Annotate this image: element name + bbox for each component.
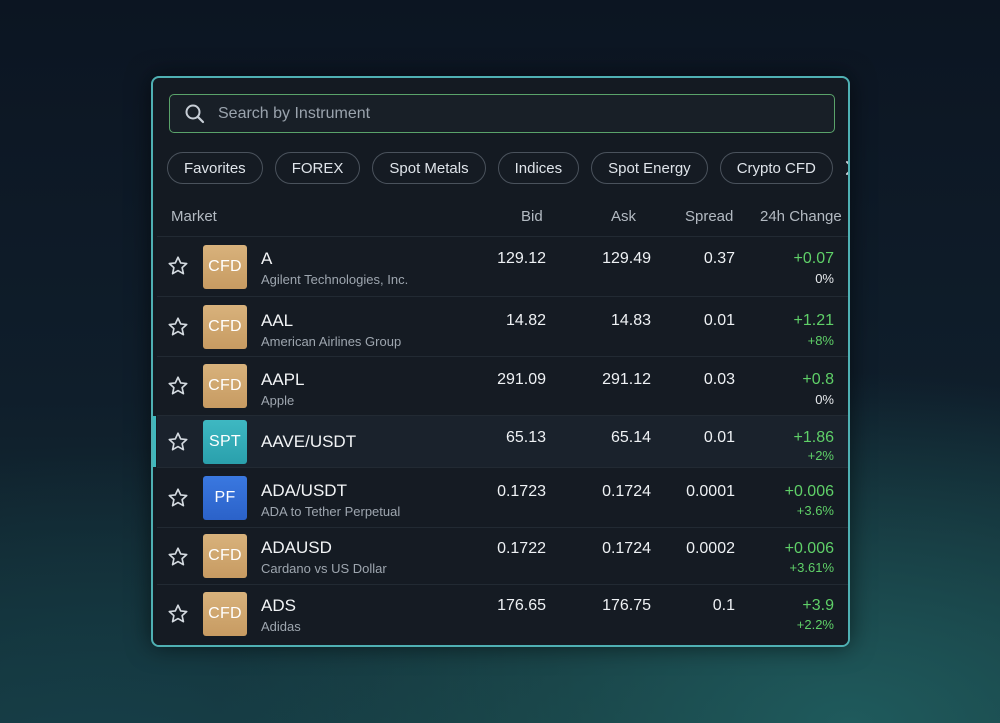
bid-price: 14.82: [505, 312, 546, 329]
search-icon: [184, 103, 206, 125]
tab-crypto-cfd[interactable]: Crypto CFD: [719, 152, 833, 184]
bid-price: 129.12: [497, 250, 546, 267]
instrument-name: Adidas: [261, 619, 301, 634]
instrument-symbol: ADA/USDT: [261, 481, 347, 500]
star-outline-icon[interactable]: [167, 603, 189, 625]
instrument-type-badge: CFD: [203, 592, 247, 636]
chevron-right-icon[interactable]: [845, 158, 848, 178]
ask-price: 176.75: [602, 597, 651, 614]
spread-value: 0.01: [703, 429, 735, 446]
category-tabs: Favorites FOREX Spot Metals Indices Spot…: [167, 152, 848, 184]
change-value: +0.07: [793, 250, 834, 267]
tab-spot-metals[interactable]: Spot Metals: [372, 152, 486, 184]
ask-price: 291.12: [602, 371, 651, 388]
table-row[interactable]: CFD AAL American Airlines Group 14.82 14…: [157, 296, 848, 356]
column-24h-change: 24h Change: [760, 208, 842, 225]
table-row[interactable]: CFD ADAUSD Cardano vs US Dollar 0.1722 0…: [157, 527, 848, 584]
spread-value: 0.0001: [686, 483, 735, 500]
star-outline-icon[interactable]: [167, 255, 189, 277]
spread-value: 0.1: [712, 597, 735, 614]
change-percent: +3.6%: [796, 503, 834, 518]
instrument-symbol: ADAUSD: [261, 538, 332, 557]
instrument-symbol: ADS: [261, 596, 296, 615]
instrument-type-badge: CFD: [203, 364, 247, 408]
table-row[interactable]: CFD AAPL Apple 291.09 291.12 0.03 +0.8 0…: [157, 356, 848, 415]
ask-price: 0.1724: [602, 483, 651, 500]
instrument-symbol: AAPL: [261, 370, 305, 389]
instrument-name: ADA to Tether Perpetual: [261, 504, 401, 519]
spread-value: 0.37: [703, 250, 735, 267]
change-value: +3.9: [802, 597, 834, 614]
star-outline-icon[interactable]: [167, 546, 189, 568]
column-ask: Ask: [611, 208, 637, 225]
change-percent: +2.2%: [796, 617, 834, 632]
instrument-name: Cardano vs US Dollar: [261, 561, 387, 576]
star-outline-icon[interactable]: [167, 431, 189, 453]
change-value: +1.86: [793, 429, 834, 446]
bid-price: 65.13: [505, 429, 546, 446]
instrument-type-badge: CFD: [203, 534, 247, 578]
bid-price: 291.09: [497, 371, 546, 388]
search-input[interactable]: [218, 104, 798, 123]
column-spread: Spread: [685, 208, 734, 225]
tab-indices[interactable]: Indices: [497, 152, 580, 184]
ask-price: 65.14: [610, 429, 651, 446]
change-percent: +2%: [807, 448, 834, 463]
tab-spot-energy[interactable]: Spot Energy: [591, 152, 708, 184]
change-value: +1.21: [793, 312, 834, 329]
ask-price: 14.83: [610, 312, 651, 329]
column-market: Market: [171, 208, 217, 225]
change-percent: +8%: [807, 333, 834, 348]
bid-price: 0.1723: [497, 483, 546, 500]
column-bid: Bid: [521, 208, 543, 225]
instrument-type-badge: SPT: [203, 420, 247, 464]
change-percent: 0%: [815, 392, 834, 407]
change-percent: 0%: [815, 271, 834, 286]
instrument-type-badge: CFD: [203, 305, 247, 349]
instrument-name: Agilent Technologies, Inc.: [261, 272, 409, 287]
instrument-symbol: AAL: [261, 311, 294, 330]
table-header: Market Bid Ask Spread 24h Change: [153, 202, 848, 232]
spread-value: 0.01: [703, 312, 735, 329]
instrument-type-badge: CFD: [203, 245, 247, 289]
change-value: +0.8: [802, 371, 834, 388]
star-outline-icon[interactable]: [167, 316, 189, 338]
table-row[interactable]: CFD ADS Adidas 176.65 176.75 0.1 +3.9 +2…: [157, 584, 848, 645]
change-percent: +3.61%: [789, 560, 834, 575]
ask-price: 129.49: [602, 250, 651, 267]
change-value: +0.006: [784, 540, 834, 557]
instrument-name: Apple: [261, 393, 295, 408]
table-row[interactable]: CFD A Agilent Technologies, Inc. 129.12 …: [157, 236, 848, 296]
tab-favorites[interactable]: Favorites: [167, 152, 263, 184]
spread-value: 0.0002: [686, 540, 735, 557]
table-row[interactable]: PF ADA/USDT ADA to Tether Perpetual 0.17…: [157, 467, 848, 527]
bid-price: 176.65: [497, 597, 546, 614]
star-outline-icon[interactable]: [167, 487, 189, 509]
market-watch-panel: Favorites FOREX Spot Metals Indices Spot…: [151, 76, 850, 647]
selection-indicator: [153, 416, 156, 467]
instrument-symbol: AAVE/USDT: [261, 432, 357, 451]
change-value: +0.006: [784, 483, 834, 500]
table-row[interactable]: SPT AAVE/USDT 65.13 65.14 0.01 +1.86 +2%: [153, 415, 848, 467]
ask-price: 0.1724: [602, 540, 651, 557]
tab-forex[interactable]: FOREX: [274, 152, 361, 184]
star-outline-icon[interactable]: [167, 375, 189, 397]
instrument-symbol: A: [261, 249, 273, 268]
instrument-type-badge: PF: [203, 476, 247, 520]
bid-price: 0.1722: [497, 540, 546, 557]
instrument-name: American Airlines Group: [261, 334, 402, 349]
spread-value: 0.03: [703, 371, 735, 388]
search-bar[interactable]: [169, 94, 835, 133]
